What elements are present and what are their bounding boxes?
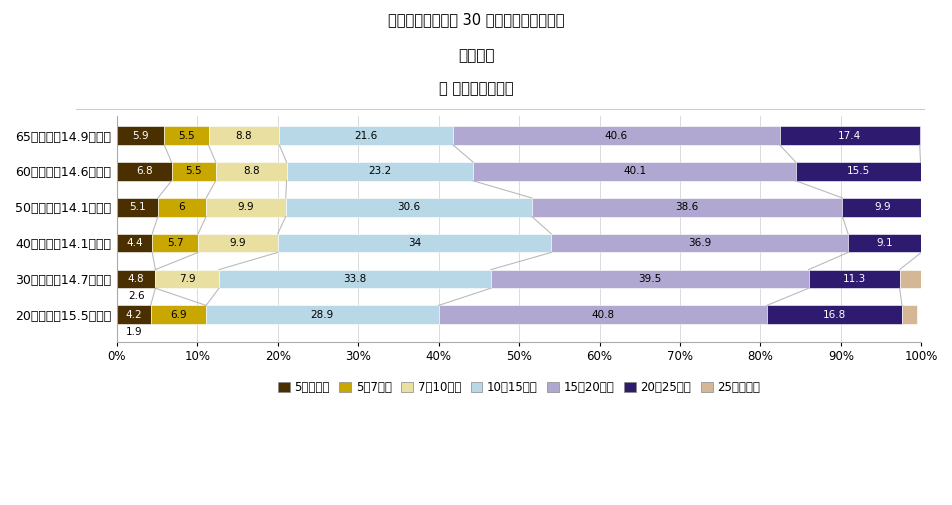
Text: 5.5: 5.5 [178,131,194,141]
Text: 9.9: 9.9 [229,238,246,248]
Text: 9.1: 9.1 [876,238,892,248]
Text: 33.8: 33.8 [343,274,367,284]
Text: 【男性】: 【男性】 [458,48,494,63]
Text: 5.9: 5.9 [132,131,149,141]
Text: 21.6: 21.6 [354,131,377,141]
Text: 30.6: 30.6 [397,203,420,212]
Bar [150,306,206,324]
Text: 40.1: 40.1 [623,167,645,177]
Bar [795,162,920,181]
Text: 8.8: 8.8 [243,167,259,177]
Bar [198,234,277,252]
Bar [287,162,473,181]
Text: 7.9: 7.9 [179,274,195,284]
Text: 4.4: 4.4 [126,238,143,248]
Text: 6.9: 6.9 [169,310,187,320]
Text: （経済状況が過去 30 年投影のパターン）: （経済状況が過去 30 年投影のパターン） [387,13,565,28]
Bar [531,198,842,217]
Text: 5.1: 5.1 [129,203,146,212]
Text: 23.2: 23.2 [367,167,391,177]
Bar [490,270,808,288]
Text: 34: 34 [407,238,421,248]
Text: 5.7: 5.7 [167,238,183,248]
Text: 11.3: 11.3 [842,274,864,284]
Bar [901,306,917,324]
Bar [452,126,779,145]
Text: 15.5: 15.5 [845,167,869,177]
Bar [117,234,152,252]
Bar [117,306,150,324]
Text: 36.9: 36.9 [687,238,710,248]
Text: 4.8: 4.8 [128,274,145,284]
Text: 28.9: 28.9 [310,310,333,320]
Bar [215,162,287,181]
Text: 1.9: 1.9 [126,327,142,337]
Bar [152,234,198,252]
Bar [766,306,901,324]
Text: 16.8: 16.8 [822,310,845,320]
Bar [473,162,795,181]
Bar [206,198,286,217]
Bar [164,126,208,145]
Bar [550,234,847,252]
Text: 5.5: 5.5 [185,167,202,177]
Bar [899,270,920,288]
Bar [208,126,279,145]
Bar [808,270,899,288]
Bar [171,162,215,181]
Text: 8.8: 8.8 [235,131,252,141]
Bar [155,270,219,288]
Bar [117,162,171,181]
Text: 4.2: 4.2 [126,310,142,320]
Bar [117,126,164,145]
Bar [219,270,490,288]
Text: 9.9: 9.9 [873,203,890,212]
Bar [286,198,531,217]
Text: 6: 6 [178,203,185,212]
Bar [779,126,919,145]
Bar [206,306,438,324]
Bar [277,234,550,252]
Bar [117,270,155,288]
Text: 40.8: 40.8 [590,310,614,320]
Bar [847,234,921,252]
Text: 38.6: 38.6 [675,203,698,212]
Bar [158,198,206,217]
Legend: 5万円未満, 5～7万円, 7～10万円, 10～15万円, 15～20万円, 20～25万円, 25万円以上: 5万円未満, 5～7万円, 7～10万円, 10～15万円, 15～20万円, … [273,376,764,399]
Bar [438,306,766,324]
Text: ＜ 年金受給月額＞: ＜ 年金受給月額＞ [439,81,513,96]
Text: 17.4: 17.4 [837,131,861,141]
Bar [842,198,922,217]
Text: 40.6: 40.6 [605,131,627,141]
Text: 2.6: 2.6 [128,291,145,301]
Bar [279,126,452,145]
Text: 6.8: 6.8 [136,167,152,177]
Text: 39.5: 39.5 [638,274,661,284]
Text: 9.9: 9.9 [237,203,254,212]
Bar [117,198,158,217]
